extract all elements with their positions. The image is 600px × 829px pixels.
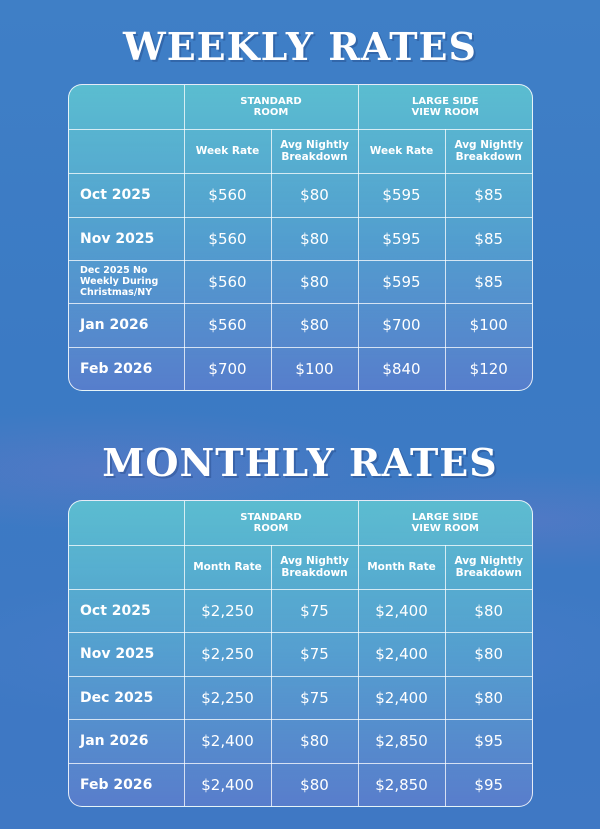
rate-cell: $85 xyxy=(444,172,532,218)
row-label: Dec 2025 xyxy=(69,675,185,720)
month-rate-header: Month Rate xyxy=(183,544,272,590)
rate-cell: $2,850 xyxy=(357,762,446,806)
table-row: Nov 2025 $560 $80 $595 $85 xyxy=(69,216,532,261)
rate-cell: $95 xyxy=(444,762,532,806)
rate-cell: $80 xyxy=(270,718,359,764)
row-label: Nov 2025 xyxy=(69,216,185,261)
large-side-view-room-header: LARGE SIDE VIEW ROOM xyxy=(357,501,532,546)
rate-cell: $100 xyxy=(444,302,532,348)
row-label: Feb 2026 xyxy=(69,346,185,390)
rate-cell: $700 xyxy=(357,302,446,348)
avg-nightly-header: Avg Nightly Breakdown xyxy=(444,128,532,174)
rate-cell: $560 xyxy=(183,259,272,304)
table-row: Jan 2026 $560 $80 $700 $100 xyxy=(69,302,532,348)
header-corner-cell xyxy=(69,501,185,546)
month-rate-header: Month Rate xyxy=(357,544,446,590)
rate-cell: $95 xyxy=(444,718,532,764)
row-label: Oct 2025 xyxy=(69,172,185,218)
rate-cell: $85 xyxy=(444,216,532,261)
rate-cell: $560 xyxy=(183,302,272,348)
avg-nightly-header: Avg Nightly Breakdown xyxy=(270,128,359,174)
rate-cell: $85 xyxy=(444,259,532,304)
rate-cell: $100 xyxy=(270,346,359,390)
week-rate-header: Week Rate xyxy=(357,128,446,174)
table-row: Dec 2025 $2,250 $75 $2,400 $80 xyxy=(69,675,532,720)
table-row: Jan 2026 $2,400 $80 $2,850 $95 xyxy=(69,718,532,764)
table-row: Feb 2026 $700 $100 $840 $120 xyxy=(69,346,532,390)
rate-cell: $2,250 xyxy=(183,588,272,633)
rate-cell: $840 xyxy=(357,346,446,390)
rate-cell: $120 xyxy=(444,346,532,390)
monthly-sub-header-row: Month Rate Avg Nightly Breakdown Month R… xyxy=(69,544,532,590)
row-label: Oct 2025 xyxy=(69,588,185,633)
weekly-rates-title: WEEKLY RATES xyxy=(123,24,477,69)
rate-cell: $595 xyxy=(357,216,446,261)
avg-nightly-header: Avg Nightly Breakdown xyxy=(270,544,359,590)
rate-cell: $80 xyxy=(270,302,359,348)
rate-cell: $80 xyxy=(270,216,359,261)
row-label: Jan 2026 xyxy=(69,302,185,348)
weekly-group-header-row: STANDARD ROOM LARGE SIDE VIEW ROOM xyxy=(69,85,532,130)
table-row: Feb 2026 $2,400 $80 $2,850 $95 xyxy=(69,762,532,806)
table-row: Oct 2025 $2,250 $75 $2,400 $80 xyxy=(69,588,532,633)
rate-cell: $560 xyxy=(183,172,272,218)
rate-cell: $75 xyxy=(270,675,359,720)
table-row: Dec 2025 No Weekly During Christmas/NY $… xyxy=(69,259,532,304)
rate-cell: $2,400 xyxy=(357,675,446,720)
rate-cell: $2,250 xyxy=(183,675,272,720)
standard-room-header: STANDARD ROOM xyxy=(183,501,359,546)
rate-cell: $80 xyxy=(444,631,532,677)
rate-cell: $2,850 xyxy=(357,718,446,764)
rate-cell: $2,400 xyxy=(357,631,446,677)
monthly-rates-title: MONTHLY RATES xyxy=(102,440,498,485)
rate-cell: $80 xyxy=(270,259,359,304)
rate-cell: $80 xyxy=(444,588,532,633)
rate-cell: $560 xyxy=(183,216,272,261)
header-corner-cell xyxy=(69,85,185,130)
week-rate-header: Week Rate xyxy=(183,128,272,174)
monthly-group-header-row: STANDARD ROOM LARGE SIDE VIEW ROOM xyxy=(69,501,532,546)
rate-cell: $75 xyxy=(270,588,359,633)
row-label: Nov 2025 xyxy=(69,631,185,677)
row-label: Dec 2025 No Weekly During Christmas/NY xyxy=(69,259,185,304)
rate-cell: $2,400 xyxy=(183,718,272,764)
rate-cell: $80 xyxy=(270,172,359,218)
standard-room-header: STANDARD ROOM xyxy=(183,85,359,130)
rate-cell: $595 xyxy=(357,259,446,304)
rate-cell: $595 xyxy=(357,172,446,218)
rate-cell: $2,250 xyxy=(183,631,272,677)
avg-nightly-header: Avg Nightly Breakdown xyxy=(444,544,532,590)
rate-cell: $80 xyxy=(444,675,532,720)
rate-cell: $2,400 xyxy=(357,588,446,633)
rate-cell: $2,400 xyxy=(183,762,272,806)
row-label: Jan 2026 xyxy=(69,718,185,764)
header-corner-cell xyxy=(69,544,185,590)
header-corner-cell xyxy=(69,128,185,174)
large-side-view-room-header: LARGE SIDE VIEW ROOM xyxy=(357,85,532,130)
rate-cell: $75 xyxy=(270,631,359,677)
table-row: Nov 2025 $2,250 $75 $2,400 $80 xyxy=(69,631,532,677)
row-label: Feb 2026 xyxy=(69,762,185,806)
rate-cell: $80 xyxy=(270,762,359,806)
table-row: Oct 2025 $560 $80 $595 $85 xyxy=(69,172,532,218)
monthly-rates-table: STANDARD ROOM LARGE SIDE VIEW ROOM Month… xyxy=(68,500,533,807)
weekly-sub-header-row: Week Rate Avg Nightly Breakdown Week Rat… xyxy=(69,128,532,174)
rate-cell: $700 xyxy=(183,346,272,390)
weekly-rates-table: STANDARD ROOM LARGE SIDE VIEW ROOM Week … xyxy=(68,84,533,391)
